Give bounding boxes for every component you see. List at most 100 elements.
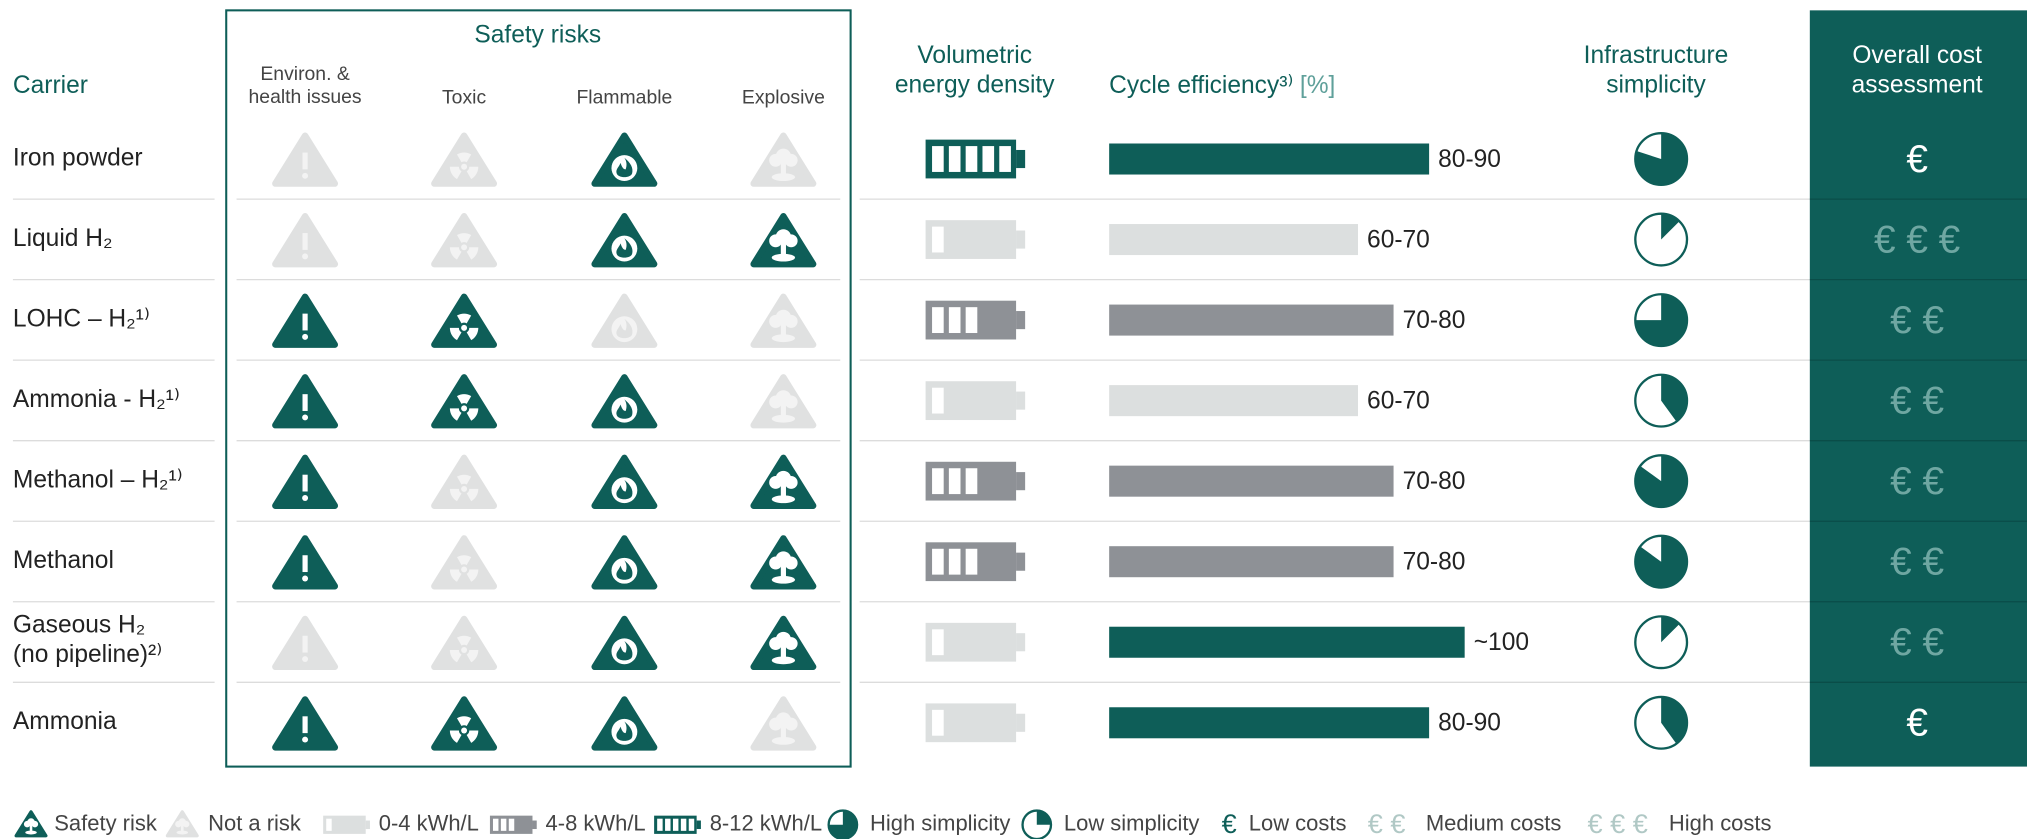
symbol xyxy=(176,830,189,835)
efficiency-label: 80-90 xyxy=(1438,146,1501,173)
risk-icon xyxy=(272,535,339,590)
safety-column-header: Explosive xyxy=(742,86,825,108)
symbol xyxy=(302,414,309,421)
battery-cell xyxy=(500,818,507,831)
efficiency-label: 70-80 xyxy=(1403,548,1466,575)
battery xyxy=(925,300,1026,340)
cost-symbol: € xyxy=(1906,702,1928,745)
risk-icon xyxy=(431,535,498,590)
efficiency-bar xyxy=(1109,546,1394,578)
symbol xyxy=(461,244,468,251)
symbol xyxy=(461,727,468,734)
risk-icon xyxy=(591,374,658,429)
battery-cell xyxy=(326,818,332,831)
symbol xyxy=(302,313,308,331)
symbol xyxy=(616,640,633,661)
symbol xyxy=(780,404,786,418)
efficiency-bar xyxy=(1109,224,1359,256)
carrier-label: Methanol xyxy=(13,547,114,574)
efficiency-label: 70-80 xyxy=(1403,468,1466,495)
symbol xyxy=(771,656,796,665)
symbol xyxy=(611,316,638,343)
battery-cell xyxy=(665,818,671,831)
risk-icon xyxy=(14,810,48,838)
risk-icon xyxy=(591,213,658,268)
symbol xyxy=(466,408,479,421)
efficiency-label: ~100 xyxy=(1474,629,1529,656)
battery-cell xyxy=(932,226,944,253)
safety-column-header: Flammable xyxy=(576,86,672,108)
battery-body xyxy=(323,815,366,834)
symbol xyxy=(456,394,472,404)
symbol xyxy=(302,736,309,743)
battery-cell xyxy=(932,629,944,656)
symbol xyxy=(180,825,184,832)
battery-cell xyxy=(688,818,695,831)
legend-cost-symbol: € xyxy=(1222,808,1237,839)
symbol xyxy=(611,638,638,665)
battery-cell xyxy=(932,146,944,172)
symbol xyxy=(449,247,462,260)
symbol xyxy=(302,333,309,340)
symbol xyxy=(616,318,633,339)
risk-icon xyxy=(591,535,658,590)
symbol xyxy=(771,414,796,423)
battery-cell xyxy=(657,818,663,831)
symbol xyxy=(780,485,786,498)
efficiency-header: Cycle efficiency³⁾ xyxy=(1109,72,1293,99)
carrier-label: Iron powder xyxy=(13,144,143,171)
cost-symbol: € € xyxy=(1890,541,1944,584)
risk-icon xyxy=(750,374,817,429)
symbol xyxy=(449,730,462,743)
carrier-label: LOHC – H₂¹⁾ xyxy=(13,306,150,333)
risk-icon xyxy=(272,615,339,671)
symbol xyxy=(771,736,796,745)
battery-cell xyxy=(932,387,944,414)
efficiency-bar xyxy=(1109,465,1394,497)
symbol xyxy=(449,488,462,502)
symbol xyxy=(456,152,472,163)
risk-icon xyxy=(272,696,339,751)
risk-icon xyxy=(591,293,658,348)
cost-symbol: € € xyxy=(1890,379,1944,422)
battery-cell xyxy=(932,468,944,495)
risk-icon xyxy=(591,615,658,671)
carrier-header: Carrier xyxy=(13,72,88,99)
legend-label: Not a risk xyxy=(208,811,302,836)
symbol xyxy=(771,575,796,584)
carrier-label: Methanol – H₂¹⁾ xyxy=(13,467,183,494)
efficiency-bar xyxy=(1109,143,1430,175)
symbol xyxy=(466,166,479,180)
battery xyxy=(925,703,1026,743)
battery xyxy=(925,542,1026,582)
legend-cost-symbol: € € xyxy=(1368,808,1406,839)
cost-symbol: € € € xyxy=(1874,218,1961,261)
efficiency-label: 60-70 xyxy=(1367,387,1430,414)
battery-terminal xyxy=(1016,472,1026,491)
symbol xyxy=(466,730,479,743)
cost-symbol: € € xyxy=(1890,299,1944,342)
battery-terminal xyxy=(365,820,370,830)
symbol xyxy=(611,718,638,745)
symbol xyxy=(461,163,468,170)
efficiency-bar xyxy=(1109,385,1359,417)
pie-slice xyxy=(1635,133,1688,185)
risk-icon xyxy=(591,454,658,509)
symbol xyxy=(611,477,638,504)
battery-terminal xyxy=(532,820,537,830)
symbol xyxy=(784,475,798,489)
symbol xyxy=(771,334,796,343)
risk-icon xyxy=(750,535,817,590)
battery-terminal xyxy=(1016,552,1026,571)
symbol xyxy=(611,396,638,423)
legend-label: Low simplicity xyxy=(1064,811,1200,836)
symbol xyxy=(784,556,798,570)
risk-icon xyxy=(750,132,817,187)
symbol xyxy=(31,820,39,828)
battery-cell xyxy=(932,307,944,334)
efficiency-bar xyxy=(1109,626,1465,658)
symbol xyxy=(302,474,308,492)
symbol xyxy=(616,721,633,741)
symbol xyxy=(302,635,308,653)
